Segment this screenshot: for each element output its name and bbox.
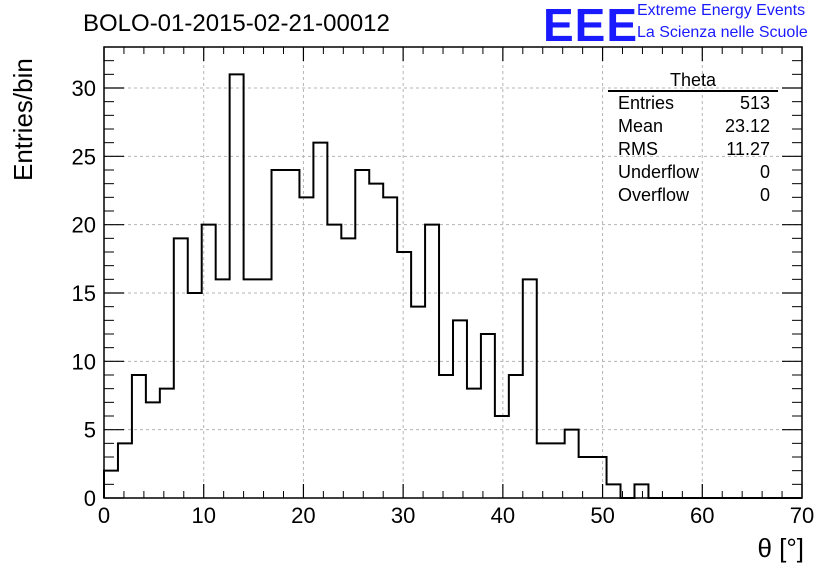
histogram-bin [230, 74, 244, 498]
histogram-bin [509, 375, 523, 498]
stats-label: Mean [618, 116, 664, 136]
histogram-bin [467, 389, 481, 498]
stats-label: RMS [618, 139, 658, 159]
x-tick-label: 50 [590, 503, 614, 528]
plot-frame [103, 46, 803, 499]
x-tick-label: 30 [391, 503, 415, 528]
histogram-bin [285, 170, 299, 498]
stats-title: Theta [608, 70, 778, 92]
histogram-bin [411, 307, 425, 498]
histogram-bin [439, 375, 453, 498]
histogram-bin [579, 457, 593, 498]
stats-row-rms: RMS 11.27 [608, 138, 778, 161]
histogram-bin [523, 279, 537, 498]
histogram-bin [118, 443, 132, 498]
x-tick-label: 20 [291, 503, 315, 528]
stats-box: Theta Entries 513 Mean 23.12 RMS 11.27 U… [608, 70, 778, 207]
stats-row-overflow: Overflow 0 [608, 184, 778, 207]
histogram-bin [272, 170, 286, 498]
histogram-bin [551, 443, 565, 498]
y-tick-label: 20 [72, 213, 96, 238]
stats-value: 11.27 [726, 139, 770, 159]
logo-text-line1: Extreme Energy Events [637, 2, 806, 19]
stats-label: Entries [618, 93, 675, 113]
histogram-bin [188, 293, 202, 498]
x-tick-label: 40 [491, 503, 515, 528]
eee-logo: EEE [543, 0, 639, 51]
y-tick-label: 15 [72, 281, 96, 306]
histogram-bin [453, 320, 467, 498]
histogram-bin [369, 184, 383, 498]
y-tick-label: 0 [84, 486, 96, 511]
histogram-bin [313, 143, 327, 498]
histogram-bin [160, 389, 174, 498]
histogram-bin [132, 375, 146, 498]
y-tick-labels: 0 5 10 15 20 25 30 [72, 76, 96, 511]
logo-text-line2: La Scienza nelle Scuole [637, 24, 808, 41]
stats-value: 513 [739, 93, 770, 113]
x-axis-label: θ [°] [757, 533, 804, 563]
histogram-bin [397, 252, 411, 498]
stats-row-mean: Mean 23.12 [608, 115, 778, 138]
stats-value: 23.12 [724, 116, 770, 136]
histogram-bin [258, 279, 272, 498]
histogram-bin [481, 334, 495, 498]
histogram-bin [607, 484, 621, 498]
x-tick-label: 70 [790, 503, 814, 528]
stats-value: 0 [759, 162, 770, 182]
stats-label: Underflow [618, 162, 700, 182]
stats-row-entries: Entries 513 [608, 92, 778, 115]
histogram-bin [537, 443, 551, 498]
stats-label: Overflow [618, 185, 690, 205]
histogram-bin [341, 238, 355, 498]
y-tick-label: 25 [72, 144, 96, 169]
plot-title: BOLO-01-2015-02-21-00012 [83, 10, 390, 37]
stats-row-underflow: Underflow 0 [608, 161, 778, 184]
histogram-bin [244, 279, 258, 498]
histogram-bin [495, 416, 509, 498]
histogram-bin [355, 170, 369, 498]
histogram-bin [299, 197, 313, 498]
histogram-bin [216, 279, 230, 498]
y-axis-label: Entries/bin [8, 58, 38, 181]
axis-ticks [103, 46, 803, 499]
x-tick-labels: 0 10 20 30 40 50 60 70 [98, 503, 814, 528]
histogram-bin [565, 430, 579, 498]
histogram-bin [383, 197, 397, 498]
x-tick-label: 10 [191, 503, 215, 528]
x-tick-label: 0 [98, 503, 110, 528]
x-tick-label: 60 [690, 503, 714, 528]
histogram-bin [146, 402, 160, 498]
y-tick-label: 5 [84, 418, 96, 443]
histogram-bins [104, 74, 648, 498]
histogram-bin [634, 484, 648, 498]
histogram-bin [174, 238, 188, 498]
histogram-bin [593, 457, 607, 498]
stats-value: 0 [759, 185, 770, 205]
y-tick-label: 10 [72, 349, 96, 374]
y-tick-label: 30 [72, 76, 96, 101]
